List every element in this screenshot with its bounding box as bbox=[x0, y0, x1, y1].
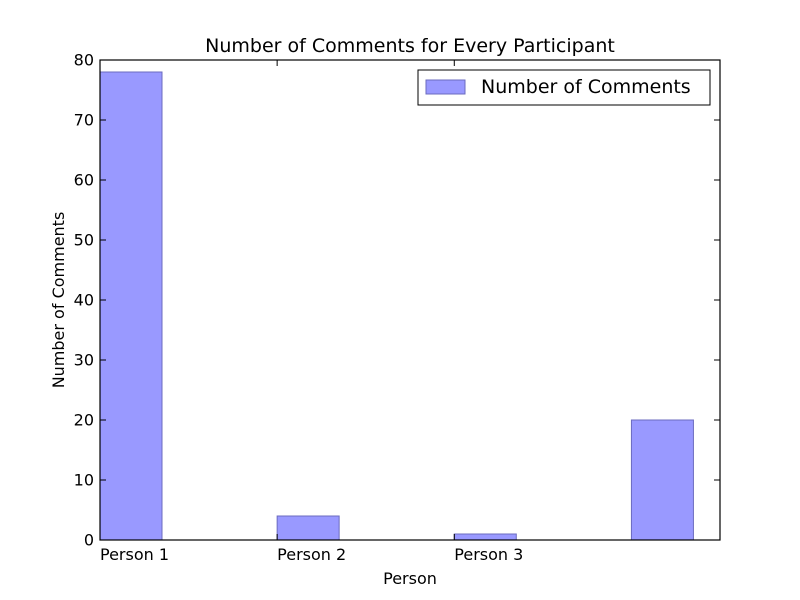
x-tick-label: Person 3 bbox=[454, 545, 523, 564]
bar bbox=[99, 71, 163, 541]
axes-frame bbox=[99, 59, 721, 541]
y-tick-label: 70 bbox=[74, 111, 94, 130]
legend-frame bbox=[417, 69, 711, 106]
y-tick-label: 30 bbox=[74, 351, 94, 370]
y-tick-label: 60 bbox=[74, 171, 94, 190]
x-axis: Person 1 Person 2 Person 3 bbox=[99, 60, 523, 564]
y-tick-label: 50 bbox=[74, 231, 94, 250]
y-tick-label: 80 bbox=[74, 51, 94, 70]
bar bbox=[630, 419, 694, 541]
x-tick-label: Person 1 bbox=[100, 545, 169, 564]
legend: Number of Comments bbox=[417, 69, 711, 106]
legend-swatch bbox=[425, 79, 466, 95]
plot-area bbox=[99, 71, 694, 541]
x-axis-label: Person bbox=[383, 569, 437, 588]
y-tick-label: 10 bbox=[74, 471, 94, 490]
y-tick-label: 20 bbox=[74, 411, 94, 430]
y-tick-label: 0 bbox=[84, 531, 94, 550]
y-tick-label: 40 bbox=[74, 291, 94, 310]
y-axis: 0 10 20 30 40 50 60 70 80 bbox=[74, 51, 720, 550]
x-tick-label: Person 2 bbox=[277, 545, 346, 564]
bar bbox=[453, 533, 517, 541]
bar bbox=[276, 515, 340, 541]
legend-label: Number of Comments bbox=[481, 76, 691, 98]
y-axis-label: Number of Comments bbox=[49, 212, 68, 389]
chart-title: Number of Comments for Every Participant bbox=[205, 35, 615, 57]
